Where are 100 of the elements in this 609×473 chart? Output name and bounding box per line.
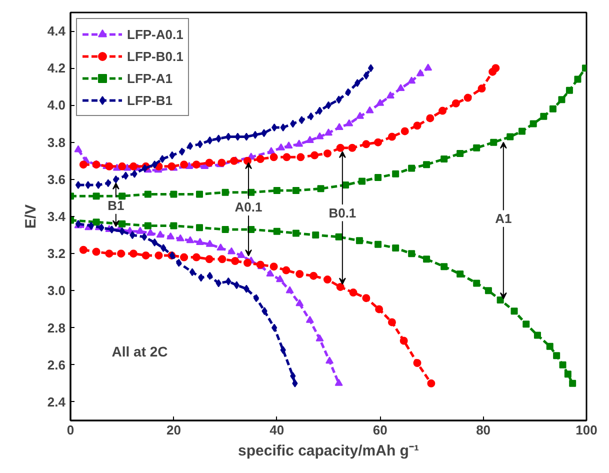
point bbox=[108, 225, 115, 234]
point bbox=[456, 270, 464, 278]
point bbox=[316, 132, 324, 140]
point bbox=[280, 123, 286, 132]
point bbox=[118, 162, 126, 170]
point bbox=[270, 262, 278, 271]
point bbox=[192, 160, 200, 169]
point bbox=[180, 160, 188, 169]
y-tick-label: 4.2 bbox=[47, 60, 66, 76]
point bbox=[408, 250, 416, 258]
point bbox=[564, 370, 572, 378]
point bbox=[132, 170, 138, 178]
point bbox=[266, 269, 274, 277]
point bbox=[413, 359, 422, 367]
point bbox=[478, 84, 486, 93]
point bbox=[296, 299, 304, 306]
y-tick-label: 3.0 bbox=[47, 283, 66, 298]
point bbox=[356, 112, 364, 119]
annotation: A1 bbox=[495, 211, 512, 226]
point bbox=[316, 106, 323, 115]
y-tick-label: 2.4 bbox=[47, 394, 66, 410]
point bbox=[92, 248, 100, 256]
point bbox=[374, 174, 382, 182]
point bbox=[117, 250, 126, 258]
legend-label: LFP-A0.1 bbox=[127, 26, 184, 42]
point bbox=[231, 257, 240, 265]
point bbox=[292, 187, 300, 194]
point bbox=[335, 233, 342, 240]
point bbox=[312, 232, 320, 239]
point bbox=[574, 76, 582, 83]
point bbox=[566, 86, 573, 94]
point bbox=[237, 250, 246, 258]
point bbox=[105, 162, 114, 170]
point bbox=[510, 308, 518, 315]
x-tick-label: 80 bbox=[476, 422, 491, 438]
point bbox=[518, 128, 526, 135]
point bbox=[292, 230, 300, 237]
point bbox=[492, 64, 500, 72]
point bbox=[553, 352, 560, 360]
point bbox=[180, 253, 188, 262]
point bbox=[408, 76, 416, 84]
point bbox=[452, 99, 460, 108]
point bbox=[196, 238, 204, 245]
point bbox=[569, 380, 576, 387]
point bbox=[169, 151, 175, 160]
point bbox=[323, 276, 332, 284]
point bbox=[396, 84, 405, 92]
point bbox=[473, 144, 480, 152]
point bbox=[549, 105, 556, 112]
point bbox=[348, 144, 356, 152]
y-tick-label: 4.4 bbox=[47, 24, 66, 39]
point bbox=[144, 190, 152, 198]
point bbox=[244, 284, 250, 293]
point bbox=[306, 316, 314, 323]
point bbox=[118, 220, 126, 228]
point bbox=[234, 281, 240, 290]
point bbox=[222, 188, 229, 196]
point bbox=[156, 230, 164, 238]
point bbox=[197, 140, 203, 148]
point bbox=[129, 162, 138, 170]
point bbox=[530, 120, 537, 128]
point bbox=[335, 122, 344, 130]
point bbox=[496, 296, 504, 304]
point bbox=[216, 134, 222, 143]
point bbox=[296, 270, 304, 278]
point bbox=[522, 320, 530, 328]
point bbox=[273, 187, 280, 194]
point bbox=[79, 160, 88, 169]
point bbox=[306, 136, 314, 143]
point bbox=[408, 164, 416, 172]
point bbox=[74, 145, 82, 152]
point bbox=[179, 148, 185, 156]
point bbox=[336, 144, 344, 152]
point bbox=[374, 138, 382, 146]
point bbox=[326, 101, 332, 110]
x-tick-label: 60 bbox=[372, 422, 388, 438]
x-tick-label: 40 bbox=[270, 422, 284, 438]
point bbox=[484, 287, 492, 294]
point bbox=[354, 78, 360, 87]
point bbox=[189, 268, 196, 276]
point bbox=[376, 98, 384, 106]
y-tick-label: 3.8 bbox=[47, 134, 66, 150]
point bbox=[216, 243, 225, 251]
point bbox=[276, 275, 284, 282]
point bbox=[388, 132, 396, 141]
y-tick-label: 2.8 bbox=[47, 320, 66, 336]
point bbox=[152, 160, 158, 169]
point bbox=[363, 72, 369, 80]
point bbox=[160, 244, 166, 252]
point bbox=[122, 172, 129, 180]
x-tick-label: 20 bbox=[166, 422, 181, 438]
point bbox=[196, 224, 203, 232]
point bbox=[317, 185, 324, 192]
point bbox=[295, 140, 304, 147]
point bbox=[388, 318, 396, 326]
point bbox=[358, 178, 366, 185]
point bbox=[160, 155, 166, 164]
y-tick-label: 3.4 bbox=[47, 209, 66, 224]
point bbox=[280, 346, 286, 354]
point bbox=[324, 128, 332, 136]
